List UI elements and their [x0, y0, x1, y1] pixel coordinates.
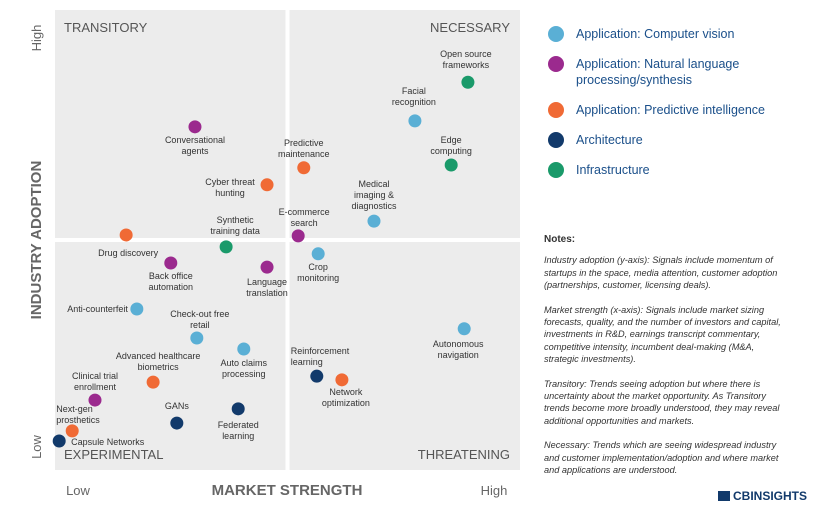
notes-title: Notes:: [544, 234, 576, 245]
point: [119, 228, 133, 242]
y-axis-title: INDUSTRY ADOPTION: [28, 161, 45, 320]
legend-label: Application: Computer vision: [576, 27, 735, 41]
point: [219, 240, 233, 254]
point-label: Advanced healthcare biometrics: [116, 352, 201, 373]
point-label: Network optimization: [322, 387, 370, 408]
legend-swatch: [548, 132, 564, 148]
quadrant-label: NECESSARY: [430, 20, 510, 35]
point: [335, 373, 349, 387]
quadrant-label: TRANSITORY: [64, 20, 148, 35]
logo: CBINSIGHTS: [718, 489, 807, 503]
x-axis-title: MARKET STRENGTH: [212, 482, 363, 499]
x-low: Low: [66, 483, 90, 498]
point: [65, 424, 79, 438]
point-label: Capsule Networks: [71, 437, 145, 447]
y-low: Low: [29, 434, 44, 458]
point: [260, 260, 274, 274]
legend-label: Application: Natural language processing…: [576, 57, 740, 87]
legend-swatch: [548, 162, 564, 178]
point-label: Autonomous navigation: [433, 339, 484, 360]
y-high: High: [29, 25, 44, 52]
note-paragraph: Transitory: Trends seeing adoption but w…: [544, 378, 780, 426]
point-label: E-commerce search: [279, 207, 330, 228]
point-label: Conversational agents: [165, 135, 225, 156]
legend-item: Infrastructure: [548, 162, 813, 178]
notes: Notes: Industry adoption (y-axis): Signa…: [544, 234, 784, 489]
point: [457, 322, 471, 336]
point: [367, 214, 381, 228]
note-paragraph: Industry adoption (y-axis): Signals incl…: [544, 255, 778, 291]
point-label: Anti-counterfeit: [67, 304, 128, 314]
point-label: Clinical trial enrollment: [72, 371, 118, 392]
point: [444, 158, 458, 172]
chart: TRANSITORY NECESSARY EXPERIMENTAL THREAT…: [28, 10, 520, 499]
legend-item: Application: Computer vision: [548, 26, 813, 42]
point-label: Next-gen prosthetics: [56, 404, 100, 425]
point: [164, 256, 178, 270]
legend: Application: Computer vision Application:…: [548, 26, 813, 192]
point-label: Federated learning: [218, 420, 259, 441]
legend-item: Architecture: [548, 132, 813, 148]
logo-text: CBINSIGHTS: [733, 489, 808, 503]
point: [146, 375, 160, 389]
point-label: Language translation: [246, 278, 288, 299]
point-label: Crop monitoring: [297, 262, 339, 283]
point: [260, 178, 274, 192]
legend-item: Application: Predictive intelligence: [548, 102, 813, 118]
point-label: Reinforcement learning: [291, 347, 350, 368]
point: [311, 247, 325, 261]
point: [231, 402, 245, 416]
legend-label: Architecture: [576, 133, 643, 147]
note-paragraph: Necessary: Trends which are seeing wides…: [544, 440, 779, 476]
point-label: GANs: [165, 401, 190, 411]
point-label: Back office automation: [149, 271, 194, 292]
point: [188, 120, 202, 134]
point-label: Check-out free retail: [170, 309, 229, 330]
x-high: High: [481, 483, 508, 498]
point: [310, 369, 324, 383]
legend-swatch: [548, 56, 564, 72]
legend-swatch: [548, 102, 564, 118]
point: [461, 75, 475, 89]
point-label: Predictive maintenance: [278, 138, 330, 159]
point-label: Medical imaging & diagnostics: [351, 180, 397, 212]
note-paragraph: Market strength (x-axis): Signals includ…: [544, 304, 781, 365]
point-label: Auto claims processing: [221, 358, 268, 379]
point: [408, 114, 422, 128]
legend-swatch: [548, 26, 564, 42]
legend-label: Application: Predictive intelligence: [576, 103, 765, 117]
point: [88, 393, 102, 407]
point: [130, 302, 144, 316]
point-label: Open source frameworks: [440, 50, 492, 71]
point: [237, 342, 251, 356]
quadrant-label: THREATENING: [418, 447, 510, 462]
legend-label: Infrastructure: [576, 163, 650, 177]
point-label: Drug discovery: [98, 248, 159, 258]
point: [190, 331, 204, 345]
point-label: Cyber threat hunting: [205, 177, 255, 198]
point-label: Edge computing: [430, 135, 472, 156]
point-label: Synthetic training data: [210, 215, 260, 236]
point: [291, 229, 305, 243]
legend-item: Application: Natural language processing…: [548, 56, 813, 88]
point: [170, 416, 184, 430]
quadrant-label: EXPERIMENTAL: [64, 447, 163, 462]
point-label: Facial recognition: [392, 86, 436, 107]
point: [52, 434, 66, 448]
point: [297, 161, 311, 175]
